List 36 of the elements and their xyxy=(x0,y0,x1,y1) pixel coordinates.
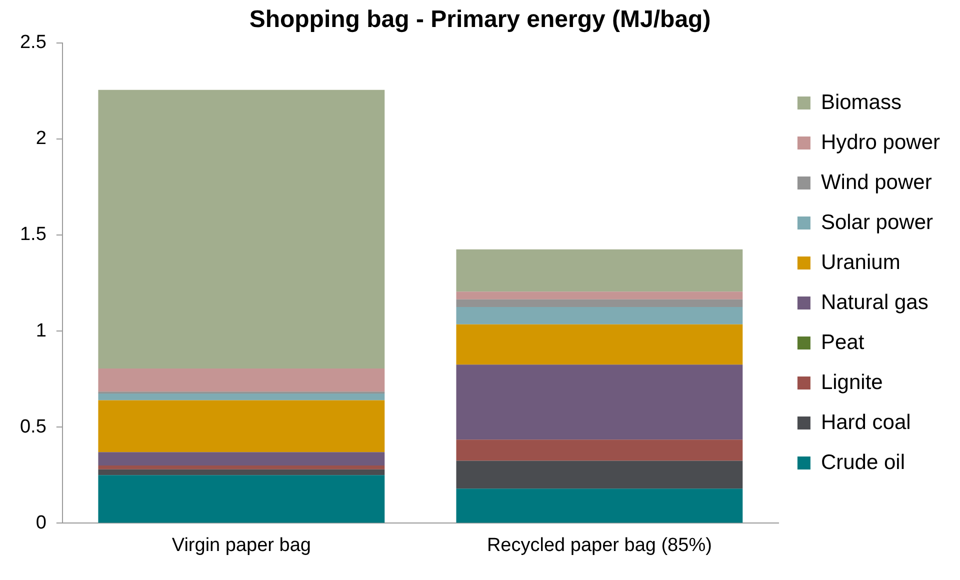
y-tick-label: 0 xyxy=(36,512,46,534)
legend-label: Hard coal xyxy=(820,410,911,434)
bar xyxy=(456,249,743,292)
bar xyxy=(456,292,743,300)
bar xyxy=(456,460,743,489)
chart-title: Shopping bag - Primary energy (MJ/bag) xyxy=(249,6,711,34)
bar xyxy=(98,469,385,476)
y-tick-label: 2 xyxy=(36,128,46,150)
legend-label: Natural gas xyxy=(820,290,928,314)
legend-label: Crude oil xyxy=(820,450,905,474)
bar xyxy=(98,466,385,470)
bar xyxy=(456,364,743,440)
bar xyxy=(456,488,743,523)
y-tick-label: 2.5 xyxy=(20,32,46,54)
bar xyxy=(98,393,385,400)
bar xyxy=(98,368,385,392)
x-tick-label: Virgin paper bag xyxy=(172,534,311,556)
bar xyxy=(98,475,385,523)
bar xyxy=(456,440,743,461)
y-tick-label: 0.5 xyxy=(20,416,46,438)
legend-label: Hydro power xyxy=(820,130,940,154)
y-tick-label: 1 xyxy=(36,320,46,342)
legend-label: Peat xyxy=(820,330,864,354)
bar xyxy=(98,452,385,466)
legend-label: Wind power xyxy=(820,170,932,194)
y-tick-label: 1.5 xyxy=(20,224,46,246)
bar xyxy=(456,324,743,365)
bar xyxy=(98,90,385,369)
legend-label: Uranium xyxy=(820,250,900,274)
bar xyxy=(456,299,743,308)
legend-label: Lignite xyxy=(820,370,883,394)
x-tick-label: Recycled paper bag (85%) xyxy=(486,534,712,556)
legend-label: Solar power xyxy=(820,210,934,234)
bar xyxy=(456,307,743,324)
bar xyxy=(98,400,385,452)
legend-label: Biomass xyxy=(820,90,902,114)
